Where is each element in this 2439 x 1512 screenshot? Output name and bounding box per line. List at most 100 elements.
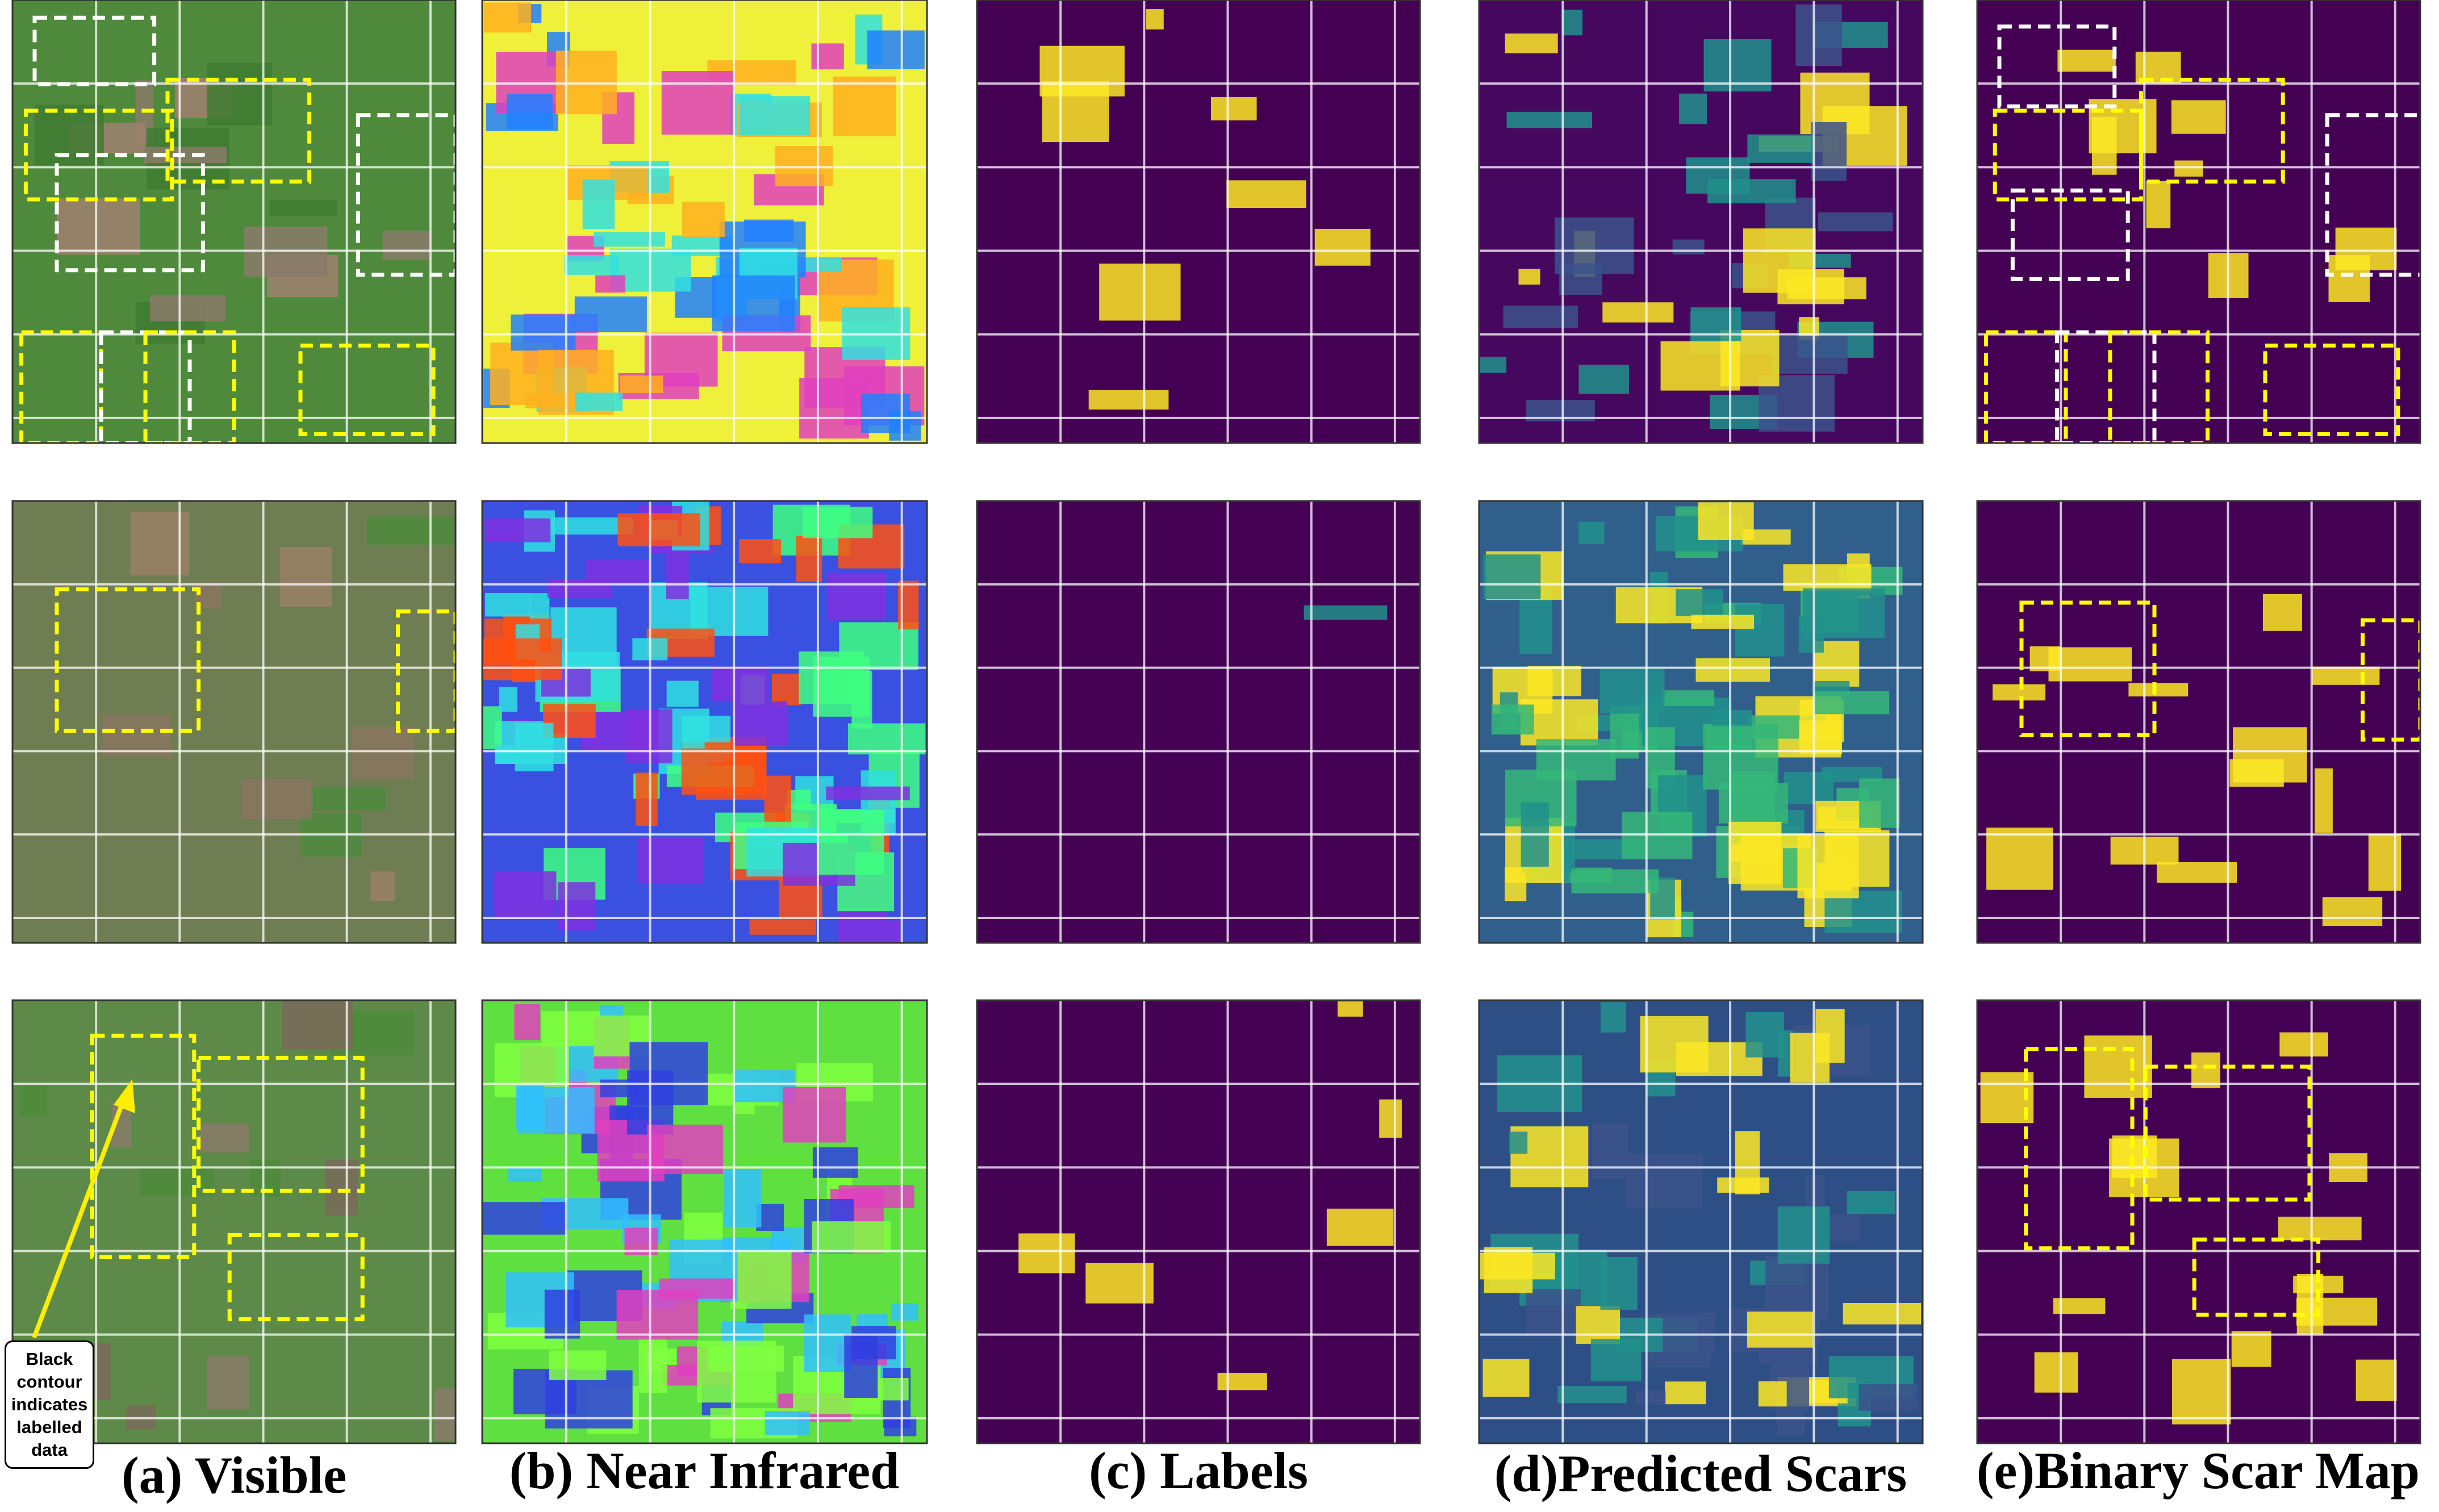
image-region	[150, 295, 226, 321]
panel-border	[11, 999, 457, 1444]
image-content	[977, 0, 1420, 443]
image-region	[1843, 1302, 1922, 1325]
image-region	[1592, 1123, 1628, 1179]
image-region	[1818, 212, 1893, 232]
panel-border	[976, 500, 1421, 944]
image-region	[483, 2, 532, 33]
image-region	[2229, 759, 2284, 787]
image-region	[1859, 1384, 1918, 1411]
image-region	[682, 202, 725, 237]
arrow-head	[114, 1079, 135, 1113]
image-region	[724, 1169, 762, 1227]
image-region	[1707, 179, 1796, 203]
panel-border	[1976, 0, 2421, 444]
image-region	[1672, 239, 1705, 254]
image-region	[636, 772, 658, 826]
dashed-box	[19, 330, 103, 443]
image-region	[1018, 1233, 1075, 1273]
image-region	[482, 1202, 567, 1235]
image-region	[749, 919, 816, 935]
image-region	[558, 882, 596, 931]
panel-border	[481, 500, 928, 944]
image-region	[1602, 302, 1674, 323]
image-region	[506, 94, 553, 130]
image-region	[833, 76, 896, 136]
image-region	[1765, 1256, 1829, 1319]
image-content	[1479, 501, 1923, 943]
image-region	[1661, 690, 1715, 706]
image-panel	[11, 0, 457, 444]
annotation-arrow	[32, 1092, 128, 1339]
image-region	[313, 787, 386, 811]
image-region	[1503, 306, 1578, 328]
image-region	[811, 43, 844, 70]
dashed-box	[2192, 1237, 2321, 1317]
image-panel	[481, 999, 928, 1444]
image-panel	[976, 500, 1421, 944]
image-region	[1519, 590, 1552, 654]
image-region	[1506, 111, 1593, 128]
image-region	[2172, 1359, 2231, 1425]
image-panel	[1478, 0, 1924, 444]
image-region	[782, 1087, 846, 1143]
image-region	[1518, 269, 1540, 285]
image-region	[483, 638, 562, 680]
image-content	[482, 1000, 927, 1443]
image-region	[1777, 1206, 1830, 1264]
image-region	[739, 96, 811, 136]
image-region	[732, 701, 787, 746]
image-region	[269, 199, 337, 216]
caption: (b) Near Infrared	[509, 1442, 900, 1500]
dashed-box	[55, 153, 205, 273]
image-region	[617, 513, 700, 546]
panel-border	[1976, 999, 2421, 1444]
image-panel	[11, 500, 457, 944]
panel-background	[977, 501, 1420, 943]
image-region	[1665, 1381, 1706, 1405]
image-region	[2146, 181, 2171, 228]
dashed-box	[23, 108, 174, 202]
image-region	[1576, 1306, 1621, 1344]
image-region	[765, 1411, 811, 1435]
image-content	[1977, 501, 2420, 943]
image-region	[352, 726, 414, 779]
caption: (a) Visible	[122, 1446, 346, 1504]
dashed-box	[1993, 108, 2144, 202]
image-region	[515, 722, 554, 772]
image-region	[712, 666, 769, 701]
image-region	[1626, 1153, 1703, 1208]
image-region	[1304, 605, 1388, 620]
image-region	[1088, 390, 1169, 410]
image-region	[2278, 1217, 2362, 1240]
caption: (d)Predicted Scars	[1494, 1444, 1907, 1502]
image-region	[1571, 869, 1659, 893]
panel-background	[1977, 0, 2420, 443]
image-region	[547, 579, 612, 598]
dashed-box	[227, 1233, 365, 1322]
image-region	[207, 1356, 249, 1409]
image-region	[2112, 1135, 2157, 1179]
image-content	[12, 0, 456, 443]
image-region	[564, 255, 619, 275]
image-region	[2191, 1052, 2220, 1088]
image-region	[244, 227, 328, 277]
panel-border	[11, 500, 457, 944]
caption: (e)Binary Scar Map	[1977, 1442, 2420, 1500]
image-region	[1599, 668, 1665, 714]
image-panel	[481, 0, 928, 444]
image-region	[574, 296, 647, 332]
image-region	[697, 1340, 776, 1403]
image-region	[666, 552, 689, 600]
image-region	[812, 1221, 891, 1253]
image-region	[804, 1314, 851, 1372]
image-region	[102, 715, 172, 757]
image-region	[1505, 33, 1558, 53]
image-region	[1799, 720, 1843, 754]
image-panel	[481, 500, 928, 944]
image-region	[367, 516, 454, 545]
dashed-box	[356, 113, 456, 277]
image-region	[1555, 217, 1634, 274]
image-region	[1557, 1385, 1627, 1404]
image-content	[1479, 1000, 1923, 1443]
image-region	[1679, 93, 1707, 124]
